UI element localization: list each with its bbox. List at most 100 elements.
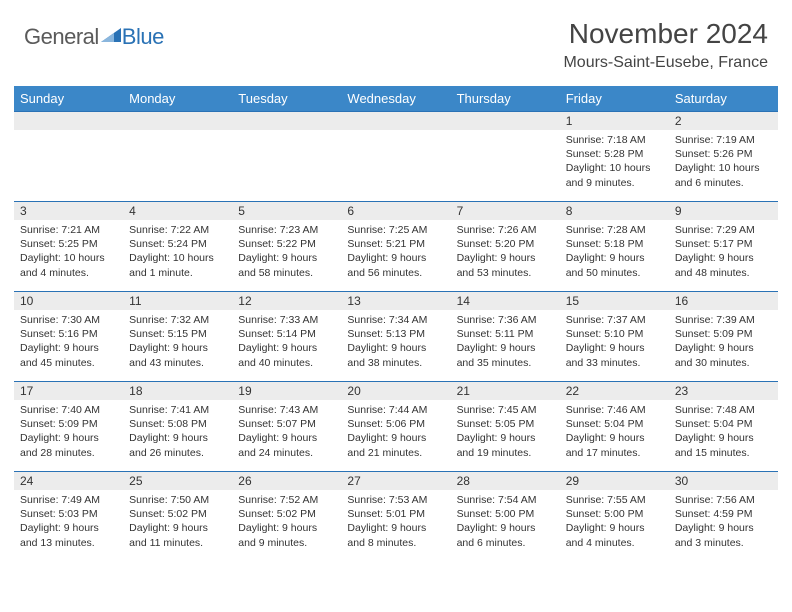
sunrise-text: Sunrise: 7:28 AM <box>566 223 663 237</box>
day-details: Sunrise: 7:49 AMSunset: 5:03 PMDaylight:… <box>14 490 123 554</box>
calendar-day-cell: 3Sunrise: 7:21 AMSunset: 5:25 PMDaylight… <box>14 202 123 292</box>
sunset-text: Sunset: 5:02 PM <box>238 507 335 521</box>
calendar-day-cell: 22Sunrise: 7:46 AMSunset: 5:04 PMDayligh… <box>560 382 669 472</box>
calendar-day-cell <box>14 112 123 202</box>
weekday-header-row: Sunday Monday Tuesday Wednesday Thursday… <box>14 86 778 112</box>
day-number: 5 <box>232 202 341 220</box>
daylight-text: Daylight: 9 hours and 11 minutes. <box>129 521 226 549</box>
sunrise-text: Sunrise: 7:30 AM <box>20 313 117 327</box>
day-number-empty <box>341 112 450 130</box>
sunrise-text: Sunrise: 7:54 AM <box>457 493 554 507</box>
day-number: 23 <box>669 382 778 400</box>
day-details: Sunrise: 7:40 AMSunset: 5:09 PMDaylight:… <box>14 400 123 464</box>
day-number: 6 <box>341 202 450 220</box>
sunrise-text: Sunrise: 7:34 AM <box>347 313 444 327</box>
sunrise-text: Sunrise: 7:44 AM <box>347 403 444 417</box>
day-number: 15 <box>560 292 669 310</box>
brand-triangle-icon <box>101 26 121 49</box>
sunset-text: Sunset: 5:22 PM <box>238 237 335 251</box>
day-number: 1 <box>560 112 669 130</box>
daylight-text: Daylight: 9 hours and 56 minutes. <box>347 251 444 279</box>
day-details: Sunrise: 7:45 AMSunset: 5:05 PMDaylight:… <box>451 400 560 464</box>
sunset-text: Sunset: 5:02 PM <box>129 507 226 521</box>
sunset-text: Sunset: 5:26 PM <box>675 147 772 161</box>
sunset-text: Sunset: 5:06 PM <box>347 417 444 431</box>
sunset-text: Sunset: 4:59 PM <box>675 507 772 521</box>
daylight-text: Daylight: 9 hours and 6 minutes. <box>457 521 554 549</box>
daylight-text: Daylight: 9 hours and 53 minutes. <box>457 251 554 279</box>
sunset-text: Sunset: 5:00 PM <box>566 507 663 521</box>
day-number: 3 <box>14 202 123 220</box>
daylight-text: Daylight: 9 hours and 38 minutes. <box>347 341 444 369</box>
day-details: Sunrise: 7:48 AMSunset: 5:04 PMDaylight:… <box>669 400 778 464</box>
sunrise-text: Sunrise: 7:23 AM <box>238 223 335 237</box>
calendar-day-cell: 18Sunrise: 7:41 AMSunset: 5:08 PMDayligh… <box>123 382 232 472</box>
day-number: 16 <box>669 292 778 310</box>
weekday-header: Friday <box>560 86 669 112</box>
day-number: 9 <box>669 202 778 220</box>
day-details: Sunrise: 7:44 AMSunset: 5:06 PMDaylight:… <box>341 400 450 464</box>
day-details: Sunrise: 7:32 AMSunset: 5:15 PMDaylight:… <box>123 310 232 374</box>
sunrise-text: Sunrise: 7:18 AM <box>566 133 663 147</box>
calendar-day-cell <box>123 112 232 202</box>
daylight-text: Daylight: 9 hours and 35 minutes. <box>457 341 554 369</box>
day-number-empty <box>14 112 123 130</box>
daylight-text: Daylight: 9 hours and 8 minutes. <box>347 521 444 549</box>
sunset-text: Sunset: 5:04 PM <box>675 417 772 431</box>
day-details: Sunrise: 7:30 AMSunset: 5:16 PMDaylight:… <box>14 310 123 374</box>
daylight-text: Daylight: 10 hours and 1 minute. <box>129 251 226 279</box>
sunset-text: Sunset: 5:24 PM <box>129 237 226 251</box>
day-details: Sunrise: 7:39 AMSunset: 5:09 PMDaylight:… <box>669 310 778 374</box>
calendar-day-cell: 12Sunrise: 7:33 AMSunset: 5:14 PMDayligh… <box>232 292 341 382</box>
day-number: 25 <box>123 472 232 490</box>
day-number: 13 <box>341 292 450 310</box>
sunrise-text: Sunrise: 7:22 AM <box>129 223 226 237</box>
daylight-text: Daylight: 9 hours and 50 minutes. <box>566 251 663 279</box>
sunrise-text: Sunrise: 7:32 AM <box>129 313 226 327</box>
brand-part2: Blue <box>122 24 164 50</box>
daylight-text: Daylight: 9 hours and 9 minutes. <box>238 521 335 549</box>
day-details: Sunrise: 7:29 AMSunset: 5:17 PMDaylight:… <box>669 220 778 284</box>
weekday-header: Thursday <box>451 86 560 112</box>
sunset-text: Sunset: 5:17 PM <box>675 237 772 251</box>
daylight-text: Daylight: 9 hours and 15 minutes. <box>675 431 772 459</box>
calendar-day-cell: 1 Sunrise: 7:18 AMSunset: 5:28 PMDaylight… <box>560 112 669 202</box>
day-details: Sunrise: 7:37 AMSunset: 5:10 PMDaylight:… <box>560 310 669 374</box>
day-details: Sunrise: 7:55 AMSunset: 5:00 PMDaylight:… <box>560 490 669 554</box>
day-details: Sunrise: 7:46 AMSunset: 5:04 PMDaylight:… <box>560 400 669 464</box>
daylight-text: Daylight: 10 hours and 9 minutes. <box>566 161 663 189</box>
calendar-day-cell: 23Sunrise: 7:48 AMSunset: 5:04 PMDayligh… <box>669 382 778 472</box>
day-number: 26 <box>232 472 341 490</box>
sunset-text: Sunset: 5:01 PM <box>347 507 444 521</box>
sunset-text: Sunset: 5:04 PM <box>566 417 663 431</box>
sunset-text: Sunset: 5:09 PM <box>675 327 772 341</box>
calendar-body: 1Sunrise: 7:18 AMSunset: 5:28 PMDaylight… <box>14 112 778 562</box>
sunrise-text: Sunrise: 7:26 AM <box>457 223 554 237</box>
calendar-day-cell: 19Sunrise: 7:43 AMSunset: 5:07 PMDayligh… <box>232 382 341 472</box>
day-details: Sunrise: 7:54 AMSunset: 5:00 PMDaylight:… <box>451 490 560 554</box>
day-details: Sunrise: 7:19 AMSunset: 5:26 PMDaylight:… <box>669 130 778 194</box>
daylight-text: Daylight: 9 hours and 19 minutes. <box>457 431 554 459</box>
calendar-day-cell <box>341 112 450 202</box>
title-block: November 2024 Mours-Saint-Eusebe, France <box>563 18 768 72</box>
daylight-text: Daylight: 9 hours and 58 minutes. <box>238 251 335 279</box>
sunrise-text: Sunrise: 7:43 AM <box>238 403 335 417</box>
calendar-day-cell: 21Sunrise: 7:45 AMSunset: 5:05 PMDayligh… <box>451 382 560 472</box>
calendar-week-row: 17Sunrise: 7:40 AMSunset: 5:09 PMDayligh… <box>14 382 778 472</box>
sunset-text: Sunset: 5:08 PM <box>129 417 226 431</box>
calendar-day-cell: 8Sunrise: 7:28 AMSunset: 5:18 PMDaylight… <box>560 202 669 292</box>
sunset-text: Sunset: 5:05 PM <box>457 417 554 431</box>
daylight-text: Daylight: 10 hours and 6 minutes. <box>675 161 772 189</box>
weekday-header: Monday <box>123 86 232 112</box>
day-details: Sunrise: 7:50 AMSunset: 5:02 PMDaylight:… <box>123 490 232 554</box>
day-number-empty <box>232 112 341 130</box>
daylight-text: Daylight: 9 hours and 21 minutes. <box>347 431 444 459</box>
sunset-text: Sunset: 5:11 PM <box>457 327 554 341</box>
sunrise-text: Sunrise: 7:53 AM <box>347 493 444 507</box>
weekday-header: Sunday <box>14 86 123 112</box>
sunrise-text: Sunrise: 7:48 AM <box>675 403 772 417</box>
sunrise-text: Sunrise: 7:39 AM <box>675 313 772 327</box>
sunset-text: Sunset: 5:14 PM <box>238 327 335 341</box>
sunset-text: Sunset: 5:28 PM <box>566 147 663 161</box>
calendar-day-cell: 14Sunrise: 7:36 AMSunset: 5:11 PMDayligh… <box>451 292 560 382</box>
